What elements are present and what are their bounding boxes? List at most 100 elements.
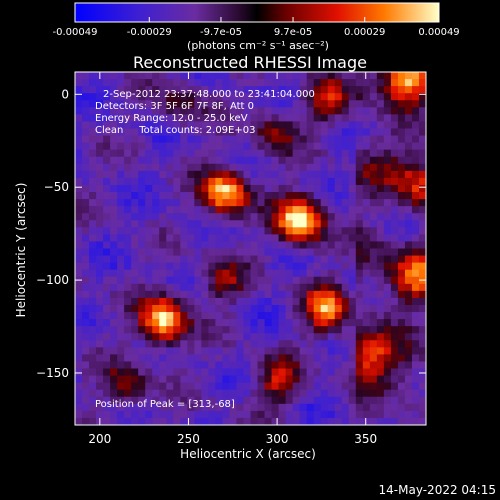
colorbar-tick-label: 0.00029 [344,27,385,38]
heatmap-cell [362,403,371,412]
heatmap-cell [236,206,245,214]
heatmap-cell [110,213,118,221]
heatmap-cell [145,312,153,320]
heatmap-cell [208,170,216,179]
heatmap-cell [243,290,252,299]
heatmap-cell [159,149,167,158]
heatmap-cell [180,269,188,278]
heatmap-cell [306,192,315,200]
heatmap-cell [383,319,392,327]
heatmap-cell [362,93,371,101]
heatmap-cell [355,234,364,243]
heatmap-cell [306,417,315,425]
heatmap-cell [152,177,160,186]
heatmap-cell [103,389,111,398]
heatmap-cell [194,213,202,221]
heatmap-cell [299,192,308,200]
heatmap-cell [201,347,209,355]
heatmap-cell [82,333,90,341]
heatmap-cell [124,184,132,193]
heatmap-cell [222,107,231,115]
heatmap-cell [285,347,294,355]
heatmap-cell [306,86,315,94]
heatmap-cell [215,107,224,115]
heatmap-cell [82,361,90,370]
heatmap-cell [285,142,294,151]
heatmap-cell [383,389,392,398]
heatmap-cell [117,227,125,235]
heatmap-cell [173,149,181,158]
heatmap-cell [138,241,146,250]
heatmap-cell [180,199,188,207]
heatmap-cell [306,220,315,228]
heatmap-cell [404,192,413,200]
heatmap-cell [411,389,420,398]
heatmap-cell [320,234,329,243]
heatmap-cell [271,128,280,137]
heatmap-cell [236,220,245,228]
heatmap-cell [236,283,245,292]
heatmap-cell [75,389,83,398]
heatmap-cell [278,290,287,299]
heatmap-cell [145,319,153,327]
heatmap-cell [89,361,97,370]
heatmap-cell [152,121,160,130]
heatmap-cell [117,184,125,193]
heatmap-cell [180,114,188,123]
heatmap-cell [103,184,111,193]
heatmap-cell [383,410,392,419]
heatmap-cell [159,213,167,221]
heatmap-cell [257,220,266,228]
heatmap-cell [96,255,104,264]
heatmap-cell [341,375,350,384]
heatmap-cell [159,121,167,130]
heatmap-cell [152,199,160,207]
heatmap-cell [306,340,315,348]
heatmap-cell [187,192,195,200]
heatmap-cell [313,192,322,200]
heatmap-cell [208,396,216,405]
heatmap-cell [404,79,413,87]
heatmap-cell [271,142,280,151]
heatmap-cell [362,396,371,405]
heatmap-cell [131,396,139,405]
heatmap-cell [159,347,167,355]
heatmap-cell [348,142,357,151]
heatmap-cell [278,354,287,363]
heatmap-cell [208,135,216,144]
heatmap-cell [376,326,385,334]
heatmap-cell [264,149,273,158]
heatmap-cell [131,340,139,348]
heatmap-cell [236,304,245,313]
heatmap-cell [201,417,209,425]
heatmap-cell [201,114,209,123]
heatmap-cell [418,79,426,87]
heatmap-cell [236,177,245,186]
heatmap-cell [215,199,224,207]
heatmap-cell [250,206,259,214]
heatmap-cell [117,100,125,108]
heatmap-cell [264,72,273,80]
heatmap-cell [320,389,329,398]
heatmap-cell [341,114,350,123]
heatmap-cell [131,156,139,165]
heatmap-cell [418,199,426,207]
heatmap-cell [257,389,266,398]
heatmap-cell [376,361,385,370]
heatmap-cell [152,290,160,299]
heatmap-cell [362,304,371,313]
heatmap-cell [236,403,245,412]
heatmap-cell [138,213,146,221]
heatmap-cell [313,319,322,327]
heatmap-cell [166,333,174,341]
heatmap-cell [173,396,181,405]
heatmap-cell [418,333,426,341]
heatmap-cell [292,389,301,398]
heatmap-cell [348,347,357,355]
heatmap-cell [264,368,273,377]
heatmap-cell [145,375,153,384]
heatmap-cell [271,156,280,165]
heatmap-cell [180,93,188,101]
heatmap-cell [152,234,160,243]
heatmap-cell [257,227,266,235]
